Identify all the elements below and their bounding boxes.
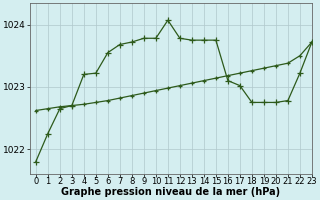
X-axis label: Graphe pression niveau de la mer (hPa): Graphe pression niveau de la mer (hPa)	[61, 187, 280, 197]
